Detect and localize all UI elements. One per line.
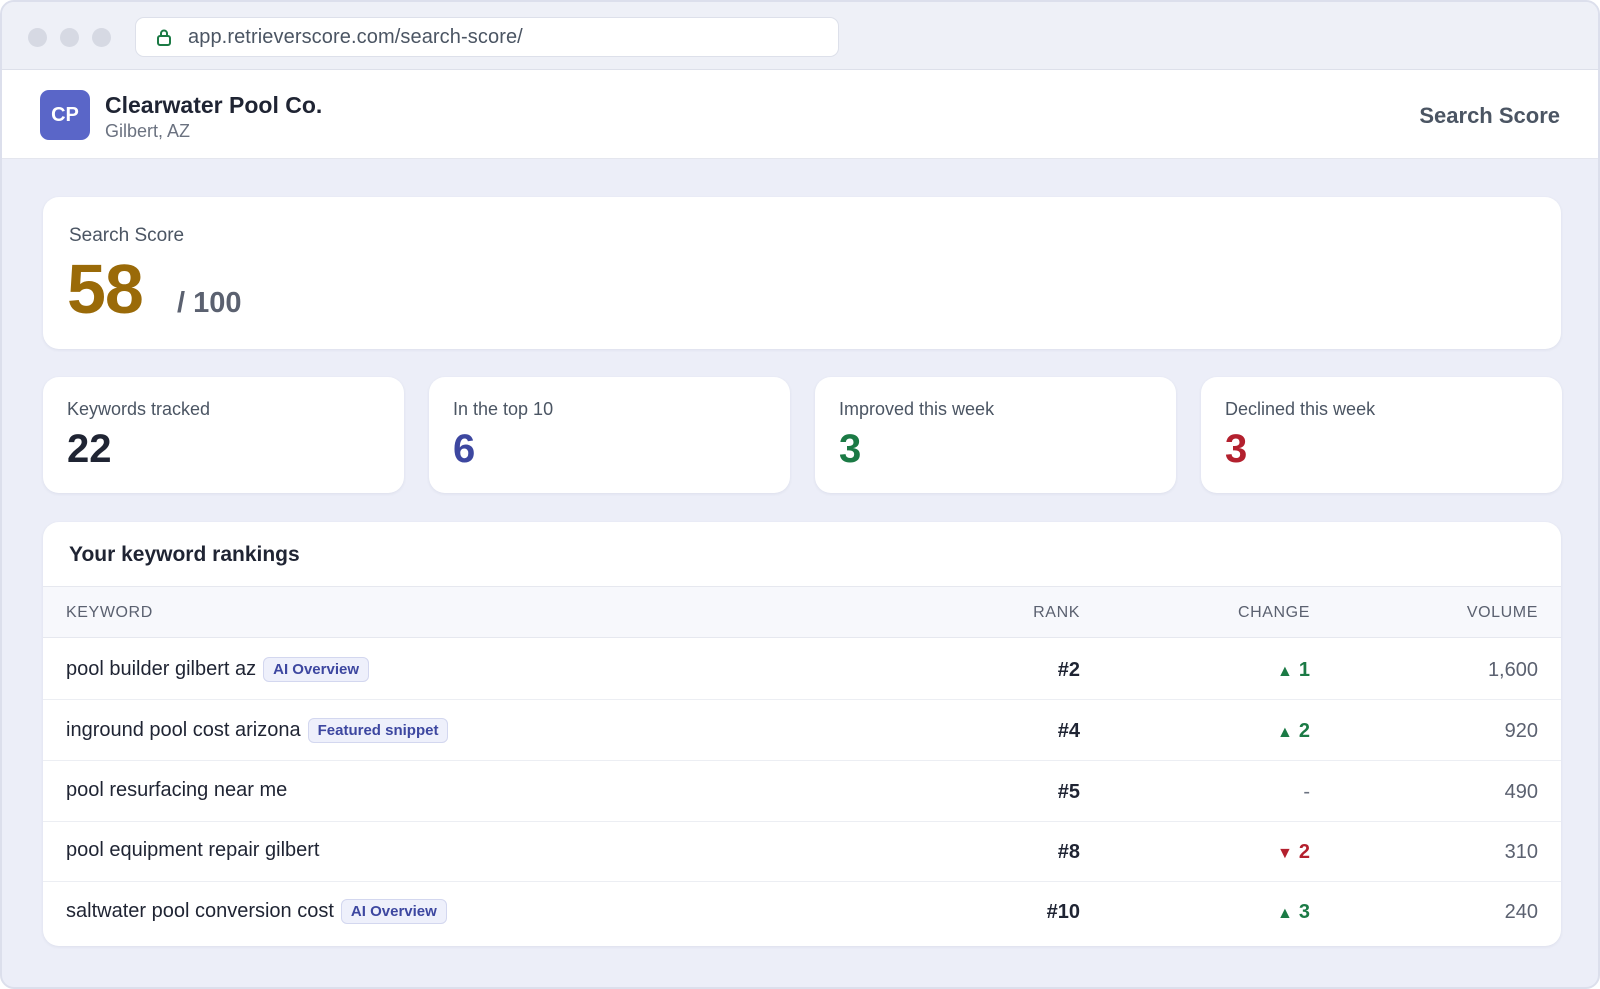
stat-value: 3 <box>839 427 862 471</box>
column-header-volume[interactable]: VOLUME <box>1466 604 1538 621</box>
volume-value: 240 <box>1504 901 1538 923</box>
search-score-card: Search Score 58 / 100 <box>43 197 1561 349</box>
column-header-change[interactable]: CHANGE <box>1237 604 1310 621</box>
keyword-cell: pool equipment repair gilbert <box>66 839 320 862</box>
change-amount: 3 <box>1298 901 1310 923</box>
keyword-text[interactable]: saltwater pool conversion cost <box>66 900 334 922</box>
app-header: CP Clearwater Pool Co. Gilbert, AZ Searc… <box>2 70 1598 159</box>
stat-label: Keywords tracked <box>67 399 211 419</box>
keyword-rankings-card: Your keyword rankings KEYWORD RANK CHANG… <box>43 522 1561 946</box>
change-value: - <box>1303 781 1310 804</box>
stat-label: In the top 10 <box>453 399 554 419</box>
score-max: / 100 <box>177 287 242 319</box>
stat-label: Improved this week <box>839 399 995 419</box>
serp-feature-badge: AI Overview <box>340 899 447 924</box>
arrow-down-icon: ▼ <box>1277 845 1293 862</box>
change-amount: 2 <box>1298 720 1310 742</box>
table-row[interactable]: pool builder gilbert az AI Overview #2 ▲ 1 1,… <box>43 639 1561 700</box>
rank-value: #4 <box>1057 720 1080 742</box>
change-value: ▲ 1 <box>1277 659 1310 682</box>
stat-label: Declined this week <box>1225 399 1376 419</box>
business-location: Gilbert, AZ <box>105 121 191 141</box>
stat-value: 22 <box>67 427 112 471</box>
keyword-text[interactable]: inground pool cost arizona <box>66 719 301 741</box>
lock-icon <box>156 27 176 47</box>
arrow-up-icon: ▲ <box>1277 905 1293 922</box>
address-bar[interactable]: app.retrieverscore.com/search-score/ <box>135 17 839 57</box>
browser-chrome: app.retrieverscore.com/search-score/ <box>2 2 1598 70</box>
keyword-cell: inground pool cost arizona Featured snipp… <box>66 718 449 743</box>
volume-value: 490 <box>1504 781 1538 803</box>
table-header: KEYWORD RANK CHANGE VOLUME <box>43 586 1561 638</box>
table-row[interactable]: inground pool cost arizona Featured snipp… <box>43 700 1561 761</box>
stat-card-improved: Improved this week 3 <box>815 377 1176 493</box>
window-maximize-button[interactable] <box>92 28 111 47</box>
window-close-button[interactable] <box>28 28 47 47</box>
business-avatar: CP <box>40 90 90 140</box>
stat-value: 6 <box>453 427 476 471</box>
table-row[interactable]: pool resurfacing near me #5 - 490 <box>43 761 1561 822</box>
arrow-up-icon: ▲ <box>1277 663 1293 680</box>
keyword-text[interactable]: pool builder gilbert az <box>66 658 257 680</box>
keyword-cell: pool builder gilbert az AI Overview <box>66 657 370 682</box>
serp-feature-badge: AI Overview <box>263 657 370 682</box>
score-value: 58 <box>67 250 144 328</box>
change-value: ▲ 3 <box>1277 901 1310 924</box>
stat-value: 3 <box>1225 427 1248 471</box>
score-label: Search Score <box>69 225 185 246</box>
volume-value: 1,600 <box>1487 659 1538 681</box>
volume-value: 310 <box>1504 841 1538 863</box>
change-value: ▼ 2 <box>1277 841 1310 864</box>
rankings-title: Your keyword rankings <box>69 543 300 566</box>
url-text[interactable]: app.retrieverscore.com/search-score/ <box>188 25 523 48</box>
page-label: Search Score <box>1419 103 1560 128</box>
change-value: ▲ 2 <box>1277 720 1310 743</box>
stat-card-top-10: In the top 10 6 <box>429 377 790 493</box>
change-amount: 1 <box>1298 659 1310 681</box>
arrow-up-icon: ▲ <box>1277 724 1293 741</box>
rank-value: #5 <box>1057 781 1080 803</box>
change-amount: 2 <box>1298 841 1310 863</box>
serp-feature-badge: Featured snippet <box>307 718 449 743</box>
column-header-rank[interactable]: RANK <box>1033 604 1080 621</box>
rank-value: #2 <box>1057 659 1080 681</box>
rank-value: #8 <box>1057 841 1080 863</box>
keyword-text[interactable]: pool resurfacing near me <box>66 779 288 801</box>
change-amount: - <box>1303 781 1310 803</box>
table-row[interactable]: saltwater pool conversion cost AI Overvie… <box>43 881 1561 942</box>
stat-card-keywords-tracked: Keywords tracked 22 <box>43 377 404 493</box>
keyword-text[interactable]: pool equipment repair gilbert <box>66 839 320 861</box>
business-name: Clearwater Pool Co. <box>105 92 323 118</box>
rank-value: #10 <box>1046 901 1080 923</box>
keyword-cell: saltwater pool conversion cost AI Overvie… <box>66 899 447 924</box>
volume-value: 920 <box>1504 720 1538 742</box>
stats-row: Keywords tracked 22 In the top 10 6 Impr… <box>43 377 1562 493</box>
column-header-keyword[interactable]: KEYWORD <box>66 604 153 621</box>
window-minimize-button[interactable] <box>60 28 79 47</box>
stat-card-declined: Declined this week 3 <box>1201 377 1562 493</box>
keyword-cell: pool resurfacing near me <box>66 779 287 802</box>
table-row[interactable]: pool equipment repair gilbert #8 ▼ 2 310 <box>43 821 1561 882</box>
